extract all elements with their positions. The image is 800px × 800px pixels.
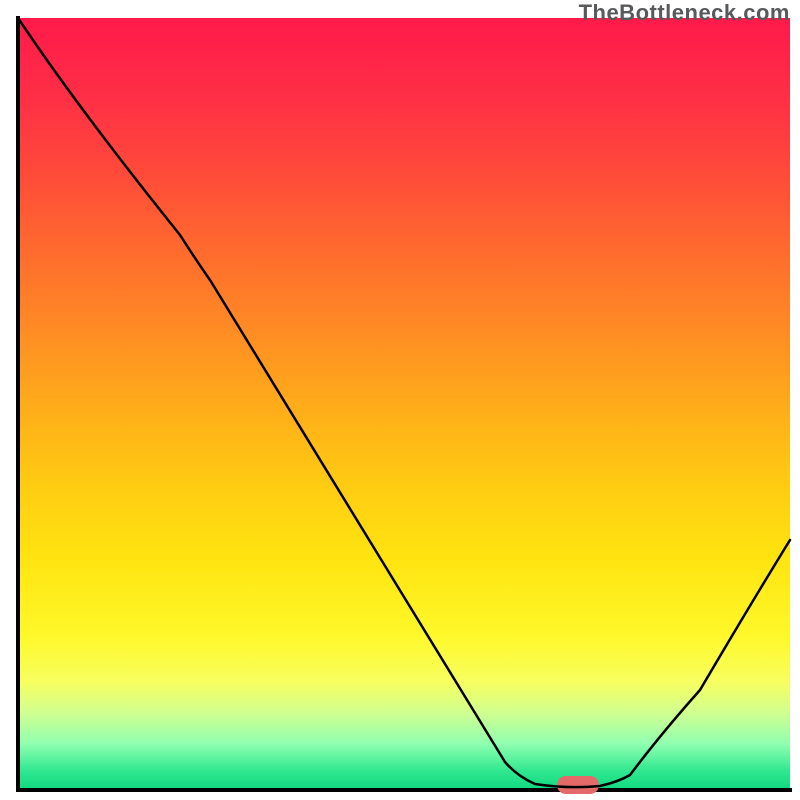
- bottleneck-heatmap-chart: [0, 0, 800, 800]
- optimal-point-marker: [557, 776, 599, 794]
- chart-container: TheBottleneck.com: [0, 0, 800, 800]
- plot-background-gradient: [18, 18, 790, 790]
- watermark-text: TheBottleneck.com: [579, 0, 790, 26]
